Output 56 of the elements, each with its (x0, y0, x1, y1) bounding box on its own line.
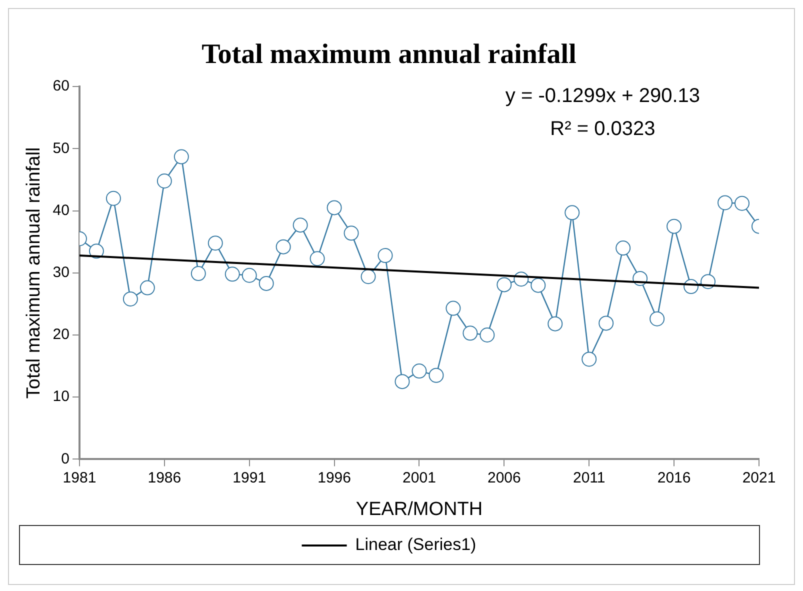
annotation: R² = 0.0323 (550, 118, 656, 140)
x-tick-label: 1981 (62, 469, 96, 486)
x-tick-label: 2001 (402, 469, 436, 486)
point (666, 218, 682, 234)
point (582, 352, 597, 367)
y-tick-label: 0 (61, 450, 70, 468)
y-tick-label: 30 (52, 264, 70, 282)
point (292, 218, 308, 233)
point (734, 196, 750, 211)
point (462, 326, 478, 341)
point (190, 266, 206, 282)
point (428, 368, 444, 383)
x-tick-label: 1986 (148, 469, 182, 486)
x-tick-label: 2011 (572, 469, 606, 486)
chart-title: Total maximum annual rainfall (202, 39, 577, 70)
point (650, 311, 665, 326)
y-tick-label: 40 (52, 202, 70, 219)
point (208, 236, 223, 251)
point (326, 200, 342, 216)
point (412, 364, 427, 379)
point (224, 266, 240, 282)
point (360, 269, 376, 284)
annotation: y = -0.1299x + 290.13 (505, 85, 700, 108)
x-tick-label: 2006 (487, 469, 521, 486)
point (480, 328, 495, 342)
point (564, 205, 580, 220)
y-tick-label: 60 (52, 78, 70, 95)
point (242, 268, 257, 283)
point (446, 300, 461, 316)
x-tick-label: 2016 (657, 469, 691, 486)
point (156, 173, 172, 188)
y-tick-label: 20 (52, 326, 70, 344)
point (174, 149, 189, 164)
y-axis-title: Total maximum annual rainfall (24, 147, 45, 399)
point (310, 251, 325, 266)
point (496, 277, 512, 292)
y-tick-label: 50 (52, 140, 70, 157)
point (106, 190, 121, 206)
point (718, 195, 733, 210)
point (258, 276, 274, 291)
point (616, 240, 631, 256)
y-tick-label: 10 (52, 388, 70, 406)
point (122, 291, 138, 306)
point (378, 248, 393, 264)
legend-label: Linear (Series1) (355, 535, 476, 554)
point (140, 280, 155, 296)
x-tick-label: 1991 (232, 469, 266, 486)
point (394, 374, 410, 390)
x-tick-label: 1996 (318, 469, 351, 486)
x-axis-title: YEAR/MONTH (356, 498, 483, 520)
point (598, 316, 614, 331)
point (530, 278, 546, 293)
point (548, 316, 563, 332)
point (344, 226, 359, 241)
point (276, 239, 291, 254)
x-tick-label: 2021 (742, 469, 776, 486)
